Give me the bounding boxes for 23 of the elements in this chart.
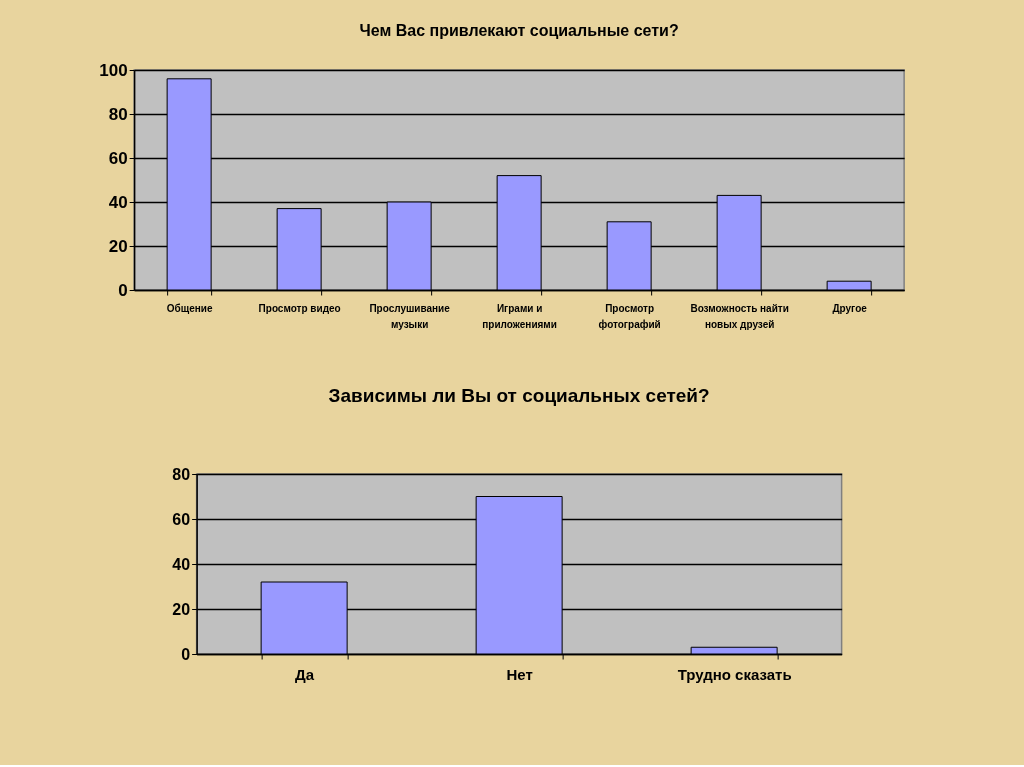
chart-title: Чем Вас привлекают социальные сети? [359, 22, 679, 39]
x-tick-label: Прослушивание музыки [369, 302, 451, 330]
x-tick-label: Общение [166, 302, 213, 314]
y-tick-label: 100 [99, 60, 128, 80]
x-tick-label: Трудно сказать [677, 665, 792, 683]
x-tick-label: Нет [506, 665, 533, 683]
y-tick-label: 40 [108, 192, 128, 212]
y-tick-label: 80 [108, 104, 128, 124]
y-tick-label: 80 [172, 465, 191, 483]
y-tick-label: 60 [108, 148, 128, 168]
x-tick-label: Возможность найти новых друзей [690, 302, 789, 330]
x-tick-label: Да [295, 665, 315, 683]
chart-title: Зависимы ли Вы от социальных сетей? [328, 385, 710, 406]
x-tick-label: Играми и приложениями [482, 302, 557, 330]
x-tick-label: Другое [832, 302, 868, 314]
y-tick-label: 0 [118, 280, 128, 300]
y-tick-label: 20 [172, 600, 191, 618]
x-tick-label: Просмотр фотографий [598, 302, 661, 330]
y-tick-label: 0 [181, 645, 191, 663]
y-tick-label: 20 [108, 236, 128, 256]
y-tick-label: 60 [172, 510, 191, 528]
y-tick-label: 40 [172, 555, 191, 573]
x-tick-label: Просмотр видео [258, 302, 341, 314]
